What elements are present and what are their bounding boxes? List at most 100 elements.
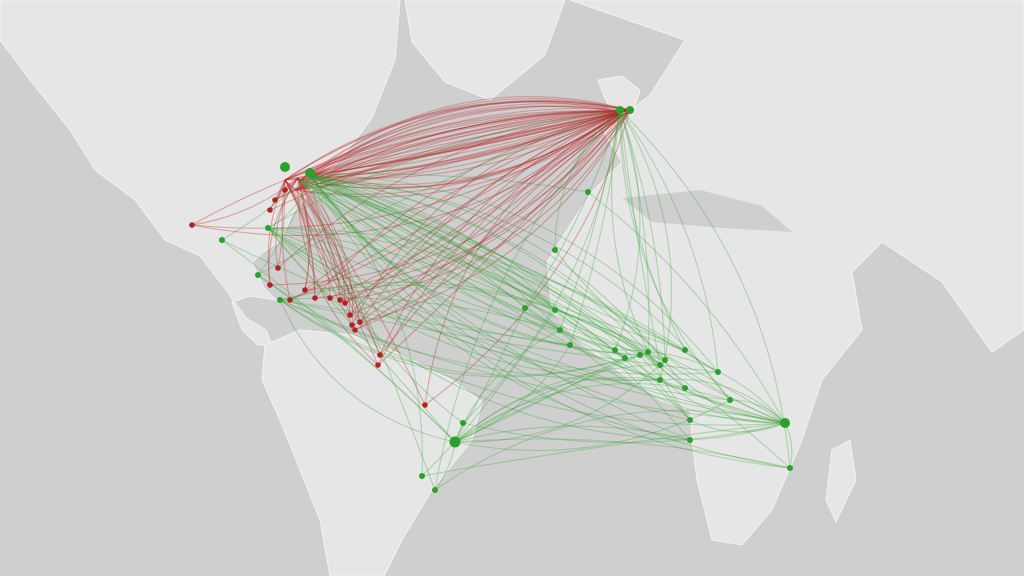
port-dot xyxy=(419,473,425,479)
flow-line xyxy=(454,359,666,443)
port-dot xyxy=(567,342,573,348)
port-dot xyxy=(460,420,466,426)
flow-line xyxy=(299,111,623,189)
flow-line xyxy=(297,177,346,304)
flow-line xyxy=(619,109,666,361)
port-dot xyxy=(352,327,358,333)
port-dot xyxy=(662,357,668,363)
flow-line xyxy=(257,274,786,426)
port-dot xyxy=(377,352,383,358)
port-dot xyxy=(342,300,348,306)
flow-line xyxy=(309,96,631,176)
north-america xyxy=(0,0,401,346)
flow-line xyxy=(267,174,311,229)
flow-line xyxy=(191,109,631,236)
flow-line xyxy=(299,179,641,356)
flow-line xyxy=(454,399,731,451)
flow-line xyxy=(309,174,691,441)
port-dot xyxy=(189,222,195,228)
port-dot xyxy=(302,287,308,293)
flow-line xyxy=(267,227,456,443)
flow-line xyxy=(297,177,341,301)
flow-line xyxy=(454,438,791,469)
flow-line xyxy=(191,179,286,226)
flow-line xyxy=(294,111,623,191)
flow-line xyxy=(284,179,351,316)
port-dot xyxy=(557,327,563,333)
flow-line xyxy=(554,249,786,424)
port-dot xyxy=(612,347,618,353)
flow-line xyxy=(377,111,623,366)
flow-line xyxy=(359,111,623,323)
flow-line xyxy=(284,111,623,181)
flow-line xyxy=(309,174,719,373)
flow-line xyxy=(284,111,623,181)
flow-line xyxy=(284,109,631,181)
port-dot xyxy=(347,312,353,318)
port-dot xyxy=(265,225,271,231)
flow-line xyxy=(309,174,691,421)
flow-line xyxy=(294,109,631,191)
flow-line xyxy=(309,174,423,477)
flow-line xyxy=(284,101,623,181)
flow-line xyxy=(297,177,361,323)
flow-line xyxy=(434,109,621,491)
dots xyxy=(189,106,793,493)
flow-line xyxy=(309,109,631,176)
flow-line xyxy=(267,227,691,441)
flow-line xyxy=(424,111,623,406)
port-dot xyxy=(552,247,558,253)
flow-line xyxy=(299,179,686,351)
flow-line xyxy=(284,109,631,181)
flow-line xyxy=(454,344,571,443)
flow-line xyxy=(191,111,623,229)
flow-line xyxy=(299,105,623,181)
flow-line xyxy=(267,109,621,229)
port-dot xyxy=(432,487,438,493)
port-dot xyxy=(657,377,663,383)
flow-line xyxy=(619,109,650,353)
flow-line xyxy=(554,309,786,424)
flow-line xyxy=(221,239,786,424)
flow-line xyxy=(289,109,631,301)
flow-line xyxy=(462,422,786,444)
flow-line xyxy=(284,111,623,181)
flow-line xyxy=(524,109,621,309)
flow-line xyxy=(619,109,672,381)
flow-line xyxy=(267,227,661,381)
flow-line xyxy=(267,227,719,375)
flow-line xyxy=(299,179,626,359)
flow-line xyxy=(377,109,631,366)
flow-line xyxy=(269,109,631,286)
flow-line xyxy=(309,174,464,424)
flow-line xyxy=(299,179,561,331)
flow-line xyxy=(269,109,631,211)
hub-dot xyxy=(305,168,315,178)
flow-line xyxy=(267,227,786,424)
flow-line xyxy=(659,378,786,424)
flow-line xyxy=(379,109,631,356)
flow-line xyxy=(284,111,623,181)
flow-line xyxy=(611,109,691,421)
flow-line xyxy=(454,377,661,443)
flow-line xyxy=(221,239,456,443)
port-dot xyxy=(255,272,261,278)
flow-line xyxy=(191,177,299,226)
flow-line xyxy=(274,111,623,201)
flow-line xyxy=(294,111,623,191)
flow-line xyxy=(299,179,731,401)
flow-line xyxy=(279,299,571,346)
flow-line xyxy=(309,109,631,176)
flow-line xyxy=(284,110,623,181)
port-dot xyxy=(357,319,363,325)
flow-line xyxy=(614,109,641,351)
flow-line xyxy=(274,109,631,201)
flow-line xyxy=(297,177,381,356)
flow-line xyxy=(309,111,623,176)
flow-line xyxy=(454,354,641,443)
port-dot xyxy=(645,349,651,355)
port-dot xyxy=(337,297,343,303)
flow-line xyxy=(309,174,526,309)
flow-line xyxy=(309,111,623,176)
flow-line xyxy=(299,111,623,181)
